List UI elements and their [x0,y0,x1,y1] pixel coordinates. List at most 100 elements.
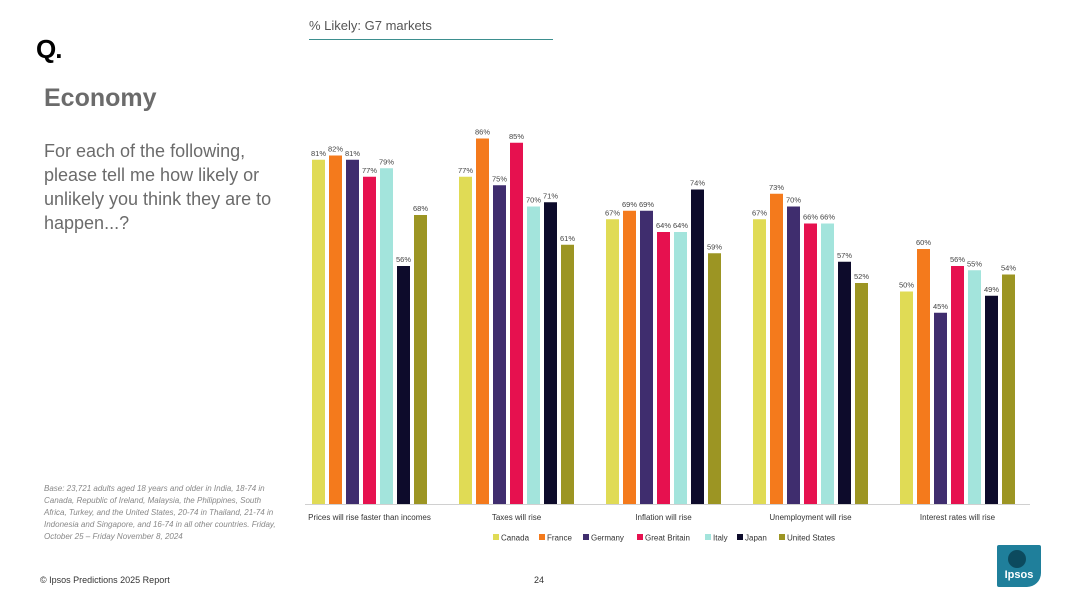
bar-france-0 [329,155,342,504]
data-label: 56% [950,255,965,264]
category-label: Interest rates will rise [920,513,996,522]
data-label: 70% [526,196,541,205]
data-label: 49% [984,285,999,294]
data-label: 59% [707,242,722,251]
data-label: 77% [362,166,377,175]
data-label: 75% [492,174,507,183]
bar-france-2 [623,210,636,504]
bar-japan-2 [691,189,704,504]
page-title: Economy [44,84,157,112]
q-logo: Q. [36,34,62,64]
legend-label: Canada [501,534,530,543]
data-label: 54% [1001,264,1016,273]
legend-swatch-japan [737,534,743,540]
bar-canada-4 [900,291,913,504]
bar-japan-1 [544,202,557,504]
bar-great-britain-1 [510,142,523,504]
bar-united-states-2 [708,253,721,504]
category-label: Inflation will rise [635,513,692,522]
legend-swatch-italy [705,534,711,540]
legend-label: United States [787,534,835,543]
data-label: 70% [786,196,801,205]
data-label: 67% [752,208,767,217]
bar-italy-0 [380,168,393,504]
data-label: 85% [509,132,524,141]
bar-germany-2 [640,210,653,504]
ipsos-logo-mark-icon [1008,550,1026,568]
data-label: 79% [379,157,394,166]
bar-france-3 [770,193,783,504]
data-label: 74% [690,179,705,188]
data-label: 64% [673,221,688,230]
data-label: 73% [769,183,784,192]
bar-united-states-0 [414,215,427,504]
data-label: 86% [475,128,490,137]
legend-label: Japan [745,534,767,543]
legend-label: Great Britain [645,534,690,543]
chart-subtitle: % Likely: G7 markets [309,18,553,40]
data-label: 50% [899,281,914,290]
bar-italy-2 [674,232,687,504]
bar-japan-3 [838,261,851,504]
data-label: 61% [560,234,575,243]
ipsos-logo: Ipsos [997,545,1041,587]
bar-france-1 [476,138,489,504]
category-label: Unemployment will rise [769,513,852,522]
data-label: 69% [622,200,637,209]
bar-canada-3 [753,219,766,504]
data-label: 64% [656,221,671,230]
data-label: 82% [328,145,343,154]
data-label: 60% [916,238,931,247]
data-label: 81% [311,149,326,158]
bar-italy-3 [821,223,834,504]
data-label: 57% [837,251,852,260]
bar-germany-1 [493,185,506,504]
legend-label: France [547,534,572,543]
bar-italy-1 [527,206,540,504]
bar-great-britain-0 [363,176,376,504]
legend-swatch-united-states [779,534,785,540]
bar-great-britain-3 [804,223,817,504]
category-label: Taxes will rise [492,513,542,522]
data-label: 55% [967,259,982,268]
data-label: 81% [345,149,360,158]
legend-swatch-great-britain [637,534,643,540]
ipsos-logo-text: Ipsos [1004,569,1034,581]
bar-canada-2 [606,219,619,504]
data-label: 56% [396,255,411,264]
data-label: 66% [803,213,818,222]
bar-germany-0 [346,159,359,504]
legend-swatch-canada [493,534,499,540]
data-label: 45% [933,302,948,311]
data-label: 71% [543,191,558,200]
bar-canada-1 [459,176,472,504]
data-label: 66% [820,213,835,222]
page-number: 24 [534,575,545,585]
data-label: 77% [458,166,473,175]
legend-label: Italy [713,534,728,543]
category-label: Prices will rise faster than incomes [308,513,431,522]
data-label: 68% [413,204,428,213]
bar-japan-0 [397,266,410,504]
bar-united-states-3 [855,283,868,504]
footer-copyright: © Ipsos Predictions 2025 Report [40,575,170,585]
bar-germany-3 [787,206,800,504]
bar-great-britain-4 [951,266,964,504]
bar-united-states-1 [561,244,574,504]
bar-canada-0 [312,159,325,504]
legend-label: Germany [591,534,624,543]
bar-japan-4 [985,295,998,504]
bar-germany-4 [934,312,947,504]
legend-swatch-germany [583,534,589,540]
data-label: 67% [605,208,620,217]
data-label: 69% [639,200,654,209]
bar-united-states-4 [1002,274,1015,504]
survey-question: For each of the following, please tell m… [44,141,272,233]
bar-italy-4 [968,270,981,504]
data-label: 52% [854,272,869,281]
bar-great-britain-2 [657,232,670,504]
legend-swatch-france [539,534,545,540]
bar-france-4 [917,249,930,504]
base-note: Base: 23,721 adults aged 18 years and ol… [44,484,276,541]
